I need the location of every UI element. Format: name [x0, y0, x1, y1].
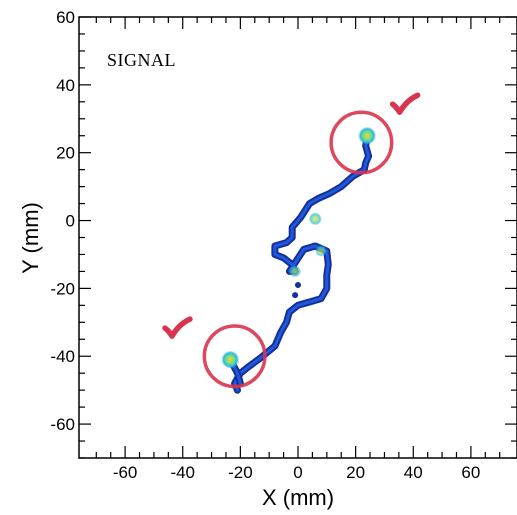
hotspot: [221, 350, 240, 369]
marker-circle: [329, 110, 394, 175]
hotspot: [289, 265, 302, 278]
axis-ticks: [79, 16, 517, 459]
x-tick-label: 40: [404, 463, 423, 482]
track-dot: [292, 292, 299, 299]
x-axis-title: X (mm): [262, 485, 334, 510]
y-tick-label: -40: [50, 347, 75, 366]
plot-area: [162, 92, 421, 394]
x-tick-label: -40: [170, 463, 195, 482]
check-mark: [389, 92, 421, 115]
tick-labels: -60 -40 -20 0 20 40 60 -60 -40 -20 0 20 40 60: [50, 8, 480, 482]
hotspot: [358, 126, 377, 145]
y-tick-label: -60: [50, 415, 75, 434]
y-axis-title: Y (mm): [18, 202, 43, 274]
y-tick-label: 20: [56, 144, 75, 163]
x-tick-label: 60: [461, 463, 480, 482]
track-dot: [295, 281, 301, 288]
y-tick-label: 60: [56, 8, 75, 27]
check-mark: [162, 316, 193, 339]
y-tick-label: -20: [50, 279, 75, 298]
signal-annotation: SIGNAL: [107, 50, 176, 70]
y-tick-label: 40: [56, 76, 75, 95]
x-tick-label: -20: [228, 463, 253, 482]
x-tick-label: 20: [346, 463, 365, 482]
hotspot: [315, 245, 327, 257]
x-tick-label: 0: [293, 463, 302, 482]
x-tick-label: -60: [113, 463, 138, 482]
hotspot: [308, 212, 322, 226]
y-tick-label: 0: [66, 212, 75, 231]
marker-circle: [202, 324, 267, 389]
